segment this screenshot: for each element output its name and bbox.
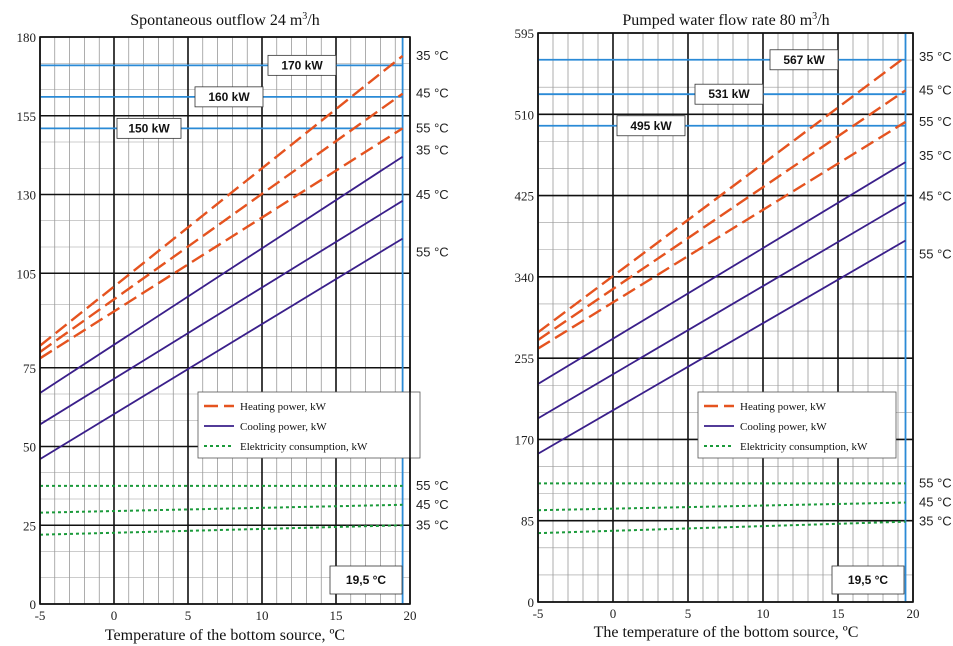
series-line-heating [39,54,404,347]
reference-label: 495 kW [630,119,672,133]
y-tick-label: 85 [521,514,534,529]
series-end-label: 45 °C [416,86,449,101]
y-tick-label: 155 [17,109,37,124]
series-end-label: 35 °C [919,148,952,163]
series-line-electricity [537,520,906,535]
x-tick-label: 15 [330,608,343,623]
y-tick-label: 340 [515,270,535,285]
series-line-heating [537,89,907,341]
plot-area [40,37,410,604]
vertical-reference-label: 19,5 °C [346,573,386,587]
legend-entry: Heating power, kW [740,401,827,413]
reference-label: 150 kW [128,121,170,135]
series-end-label: 35 °C [416,48,449,63]
y-tick-label: 50 [23,440,36,455]
series-line-electricity [537,501,906,512]
plot-frame [537,32,914,603]
reference-label-box [616,115,686,137]
right-chart: 567 kW 531 kW 495 kW 35 °C 45 °C 55 °C 35 °C 45… [515,11,952,641]
legend-box [197,391,421,459]
series-end-label: 55 °C [919,475,952,490]
series-end-label: 35 °C [416,143,449,158]
reference-label-box [267,54,337,76]
x-tick-label: 15 [832,606,845,621]
x-tick-label: 0 [610,606,617,621]
y-tick-label: 75 [23,361,36,376]
x-tick-label: 10 [256,608,269,623]
reference-label-box [116,117,182,139]
y-tick-label: 170 [515,432,535,447]
legend-entry: Cooling power, kW [740,421,827,433]
legend-entry: Elektricity consumption, kW [740,441,868,453]
reference-label-box [694,83,764,105]
plot-area [538,33,913,602]
y-tick-label: 510 [515,107,535,122]
series-line-cooling [537,161,906,385]
x-axis-label: The temperature of the bottom source, ºC [594,624,859,641]
series-line-heating [537,55,907,334]
series-line-cooling [39,200,404,426]
y-tick-label: 0 [30,597,37,612]
legend-entry: Cooling power, kW [240,421,327,433]
y-tick-label: 25 [23,518,36,533]
x-tick-label: 20 [907,606,920,621]
reference-label-box [769,49,839,71]
series-end-label: 55 °C [416,245,449,260]
y-tick-label: 105 [17,266,37,281]
series-line-heating [537,120,907,350]
series-end-label: 55 °C [416,120,449,135]
x-axis-label: Temperature of the bottom source, ºC [105,627,345,644]
x-tick-label: -5 [533,606,544,621]
reference-label: 170 kW [281,58,323,72]
y-tick-label: 425 [515,189,535,204]
series-end-label: 55 °C [919,247,952,262]
x-tick-label: 10 [757,606,770,621]
series-end-label: 45 °C [416,497,449,512]
reference-label: 531 kW [708,87,750,101]
series-line-cooling [39,155,404,394]
plot-frame [39,36,411,605]
series-end-label: 45 °C [919,82,952,97]
series-line-heating [39,92,404,353]
series-end-label: 35 °C [919,49,952,64]
reference-label-box [194,86,264,108]
series-line-cooling [537,239,906,455]
series-end-label: 35 °C [416,517,449,532]
legend-entry: Elektricity consumption, kW [240,441,368,453]
y-tick-label: 0 [528,595,535,610]
chart-title: Spontaneous outflow 24 m3/h [130,11,319,29]
left-chart: 170 kW 160 kW 150 kW 35 °C 45 °C 55 °C 35 °C 45… [17,11,449,644]
series-end-label: 35 °C [919,514,952,529]
y-tick-label: 595 [515,26,535,41]
x-tick-label: 5 [685,606,692,621]
series-end-label: 55 °C [416,478,449,493]
y-tick-label: 130 [17,188,37,203]
vertical-reference-label-box [329,565,403,595]
y-tick-label: 255 [515,351,535,366]
x-tick-label: -5 [35,608,46,623]
reference-label: 567 kW [783,53,825,67]
x-tick-label: 20 [404,608,417,623]
series-line-electricity [39,503,403,514]
series-end-label: 45 °C [919,188,952,203]
chart-title: Pumped water flow rate 80 m3/h [622,11,829,29]
series-line-heating [39,127,404,360]
reference-label: 160 kW [208,90,250,104]
y-tick-label: 180 [17,30,37,45]
series-line-cooling [537,201,906,420]
vertical-reference-label-box [831,565,905,595]
vertical-reference-label: 19,5 °C [848,573,888,587]
series-line-cooling [39,237,404,460]
series-end-label: 55 °C [919,114,952,129]
x-tick-label: 0 [111,608,118,623]
series-end-label: 45 °C [919,495,952,510]
x-tick-label: 5 [185,608,192,623]
series-line-electricity [39,524,403,536]
series-end-label: 45 °C [416,187,449,202]
legend-entry: Heating power, kW [240,401,327,413]
